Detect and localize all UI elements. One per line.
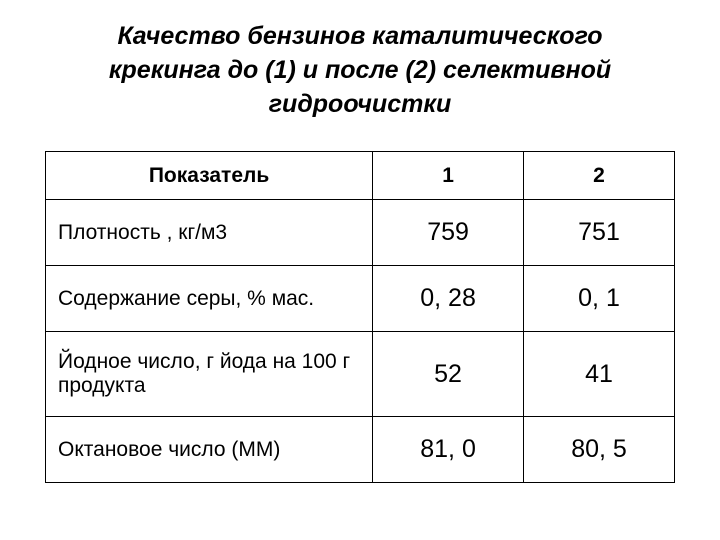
value-cell: 80, 5 [524,417,675,483]
param-label: Октановое число (ММ) [46,417,373,483]
table-row: Плотность , кг/м3 759 751 [46,200,675,266]
value-cell: 751 [524,200,675,266]
param-label: Йодное число, г йода на 100 г продукта [46,332,373,417]
value-cell: 759 [373,200,524,266]
value-cell: 0, 1 [524,266,675,332]
param-label: Содержание серы, % мас. [46,266,373,332]
header-parameter: Показатель [46,152,373,200]
value-cell: 81, 0 [373,417,524,483]
table-row: Содержание серы, % мас. 0, 28 0, 1 [46,266,675,332]
value-cell: 41 [524,332,675,417]
page-title: Качество бензинов каталитического крекин… [45,20,675,121]
value-cell: 0, 28 [373,266,524,332]
param-label: Плотность , кг/м3 [46,200,373,266]
table-header-row: Показатель 1 2 [46,152,675,200]
header-col-1: 1 [373,152,524,200]
table-row: Октановое число (ММ) 81, 0 80, 5 [46,417,675,483]
value-cell: 52 [373,332,524,417]
table-row: Йодное число, г йода на 100 г продукта 5… [46,332,675,417]
data-table: Показатель 1 2 Плотность , кг/м3 759 751… [45,151,675,483]
header-col-2: 2 [524,152,675,200]
